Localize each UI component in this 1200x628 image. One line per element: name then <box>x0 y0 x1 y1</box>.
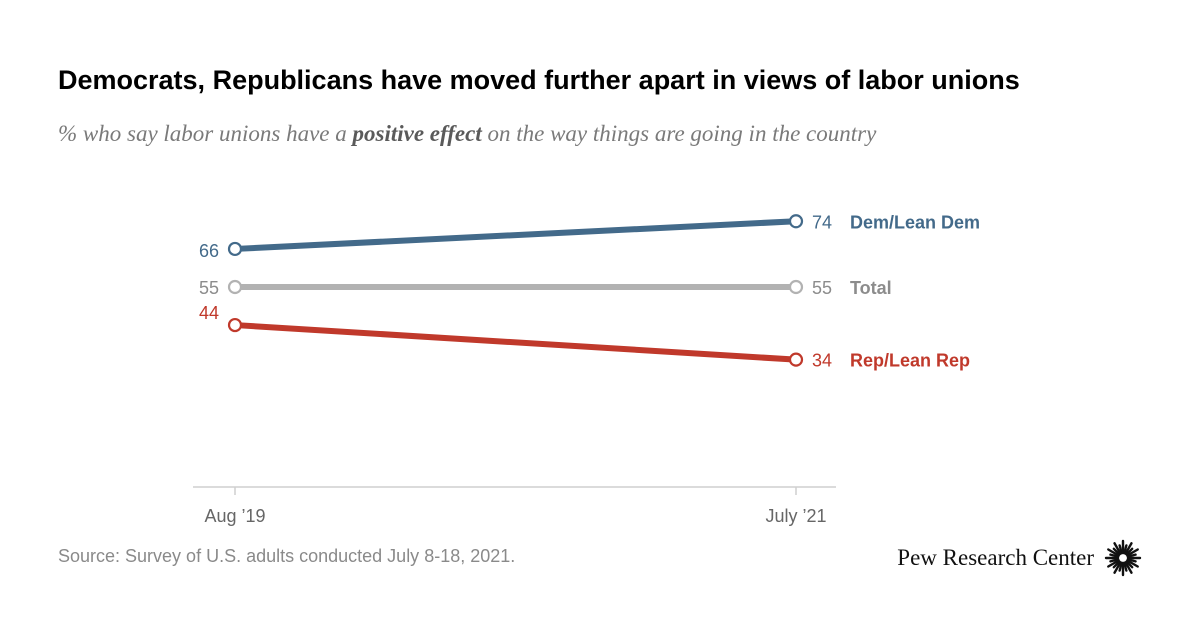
series-label-rep-lean-rep: Rep/Lean Rep <box>850 351 970 371</box>
subtitle-pre: % who say labor unions have a <box>58 121 353 146</box>
data-point-total <box>227 279 243 295</box>
subtitle-emphasis: positive effect <box>352 121 482 146</box>
data-point-rep-lean-rep <box>788 352 804 367</box>
x-tick-label: July ’21 <box>765 506 826 526</box>
data-label-rep-lean-rep: 44 <box>199 303 219 323</box>
series-label-total: Total <box>850 278 892 298</box>
chart-title: Democrats, Republicans have moved furthe… <box>58 65 1020 95</box>
pew-logo-icon <box>1104 539 1142 577</box>
data-point-dem-lean-dem <box>788 214 804 229</box>
data-label-total: 55 <box>199 278 219 298</box>
data-label-rep-lean-rep: 34 <box>812 351 832 371</box>
subtitle-post: on the way things are going in the count… <box>481 121 877 146</box>
data-point-dem-lean-dem <box>227 241 243 257</box>
data-label-dem-lean-dem: 66 <box>199 241 219 261</box>
brand-name: Pew Research Center <box>897 545 1094 570</box>
brand-logo: Pew Research Center <box>897 538 1142 578</box>
data-point-total <box>788 279 804 295</box>
chart-subtitle: % who say labor unions have a positive e… <box>58 118 1178 150</box>
data-label-total: 55 <box>812 278 832 298</box>
source-note: Source: Survey of U.S. adults conducted … <box>58 546 516 566</box>
x-tick-label: Aug ’19 <box>204 506 265 526</box>
series-line-rep-lean-rep <box>234 322 797 363</box>
series-line-dem-lean-dem <box>234 218 797 252</box>
series-label-dem-lean-dem: Dem/Lean Dem <box>850 212 980 232</box>
data-label-dem-lean-dem: 74 <box>812 212 832 232</box>
data-point-rep-lean-rep <box>227 317 243 333</box>
